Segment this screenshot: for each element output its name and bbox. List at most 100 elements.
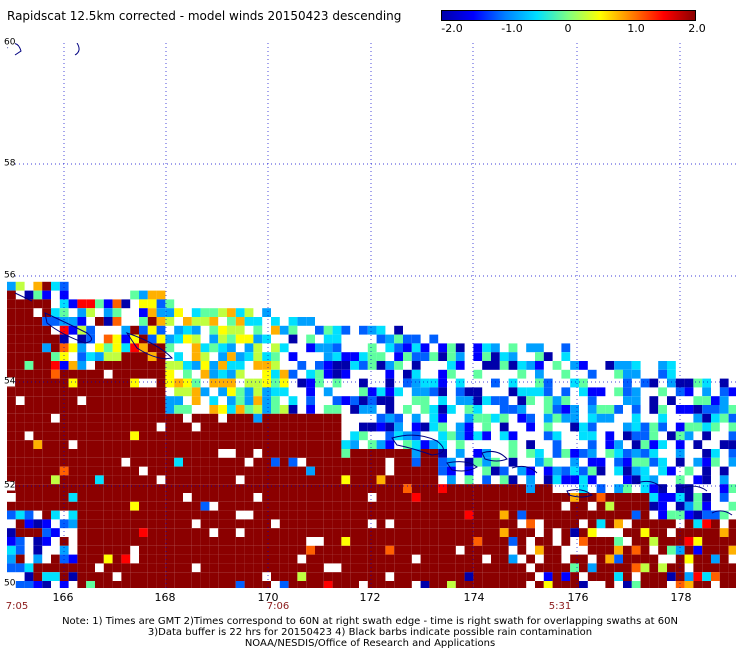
wind-cell: [262, 352, 271, 361]
wind-cell: [728, 563, 736, 573]
wind-cell: [165, 299, 175, 309]
wind-cell: [262, 308, 271, 317]
wind-cell: [385, 563, 395, 573]
wind-cell: [411, 440, 421, 449]
wind-cell: [579, 431, 588, 441]
wind-cell: [526, 449, 535, 458]
wind-cell: [68, 519, 78, 529]
wind-cell: [640, 554, 650, 564]
wind-cell: [526, 413, 535, 423]
map-title: Rapidscat 12.5km corrected - model winds…: [7, 9, 402, 23]
wind-cell: [15, 510, 25, 520]
wind-cell: [103, 334, 113, 344]
wind-cell: [42, 466, 51, 476]
wind-cell: [341, 528, 351, 537]
wind-cell: [570, 572, 579, 581]
wind-cell: [227, 413, 236, 423]
wind-cell: [183, 317, 192, 326]
wind-cell: [675, 501, 685, 511]
wind-cell: [508, 361, 518, 370]
wind-cell: [306, 493, 315, 502]
wind-cell: [183, 449, 192, 458]
wind-cell: [315, 440, 324, 449]
wind-cell: [482, 537, 491, 546]
wind-cell: [561, 537, 571, 546]
wind-cell: [447, 563, 456, 573]
wind-cell: [156, 325, 166, 335]
wind-cell: [438, 581, 447, 588]
wind-cell: [385, 528, 395, 537]
wind-cell: [403, 484, 412, 493]
wind-cell: [227, 378, 236, 388]
wind-cell: [200, 369, 210, 379]
wind-cell: [429, 563, 439, 573]
wind-cell: [420, 387, 430, 397]
wind-cell: [315, 361, 324, 370]
wind-cell: [183, 466, 192, 476]
wind-cell: [24, 308, 34, 317]
wind-cell: [526, 528, 535, 537]
wind-cell: [209, 457, 219, 467]
wind-cell: [165, 466, 175, 476]
wind-cell: [350, 545, 359, 555]
wind-cell: [667, 572, 676, 581]
wind-cell: [112, 581, 122, 588]
wind-cell: [341, 510, 351, 520]
colorbar-tick: -2.0: [441, 22, 463, 35]
wind-cell: [121, 405, 131, 414]
wind-cell: [24, 493, 34, 502]
wind-cell: [42, 281, 51, 291]
wind-cell: [535, 352, 544, 361]
wind-cell: [658, 501, 667, 511]
wind-cell: [411, 387, 421, 397]
wind-cell: [297, 537, 307, 546]
wind-cell: [95, 422, 104, 432]
wind-cell: [209, 554, 219, 564]
wind-cell: [315, 431, 324, 441]
wind-cell: [227, 361, 236, 370]
wind-cell: [279, 440, 289, 449]
wind-cell: [77, 519, 87, 529]
wind-cell: [385, 431, 395, 441]
wind-cell: [323, 431, 333, 441]
wind-cell: [147, 484, 157, 493]
wind-cell: [517, 528, 527, 537]
wind-cell: [130, 431, 139, 441]
wind-cell: [235, 422, 245, 432]
wind-cell: [323, 449, 333, 458]
wind-cell: [218, 352, 227, 361]
wind-cell: [15, 325, 25, 335]
wind-cell: [86, 528, 95, 537]
wind-cell: [420, 440, 430, 449]
wind-cell: [367, 449, 377, 458]
wind-cell: [42, 475, 51, 485]
wind-cell: [385, 361, 395, 370]
wind-cell: [191, 334, 201, 344]
wind-cell: [561, 563, 571, 573]
wind-cell: [24, 449, 34, 458]
wind-cell: [95, 501, 104, 511]
wind-cell: [561, 581, 571, 588]
wind-cell: [15, 422, 25, 432]
wind-cell: [235, 308, 245, 317]
wind-cell: [367, 440, 377, 449]
wind-cell: [86, 501, 95, 511]
wind-cell: [174, 308, 183, 317]
wind-cell: [279, 475, 289, 485]
wind-cell: [51, 457, 60, 467]
wind-cell: [385, 554, 395, 564]
wind-cell: [570, 554, 579, 564]
wind-cell: [455, 510, 465, 520]
wind-cell: [614, 537, 623, 546]
wind-cell: [367, 457, 377, 467]
wind-cell: [482, 352, 491, 361]
wind-cell: [77, 449, 87, 458]
wind-cell: [15, 554, 25, 564]
wind-cell: [130, 422, 139, 432]
wind-cell: [385, 537, 395, 546]
wind-cell: [702, 501, 711, 511]
wind-cell: [605, 581, 615, 588]
wind-cell: [244, 501, 254, 511]
wind-cell: [631, 440, 641, 449]
wind-cell: [596, 554, 606, 564]
